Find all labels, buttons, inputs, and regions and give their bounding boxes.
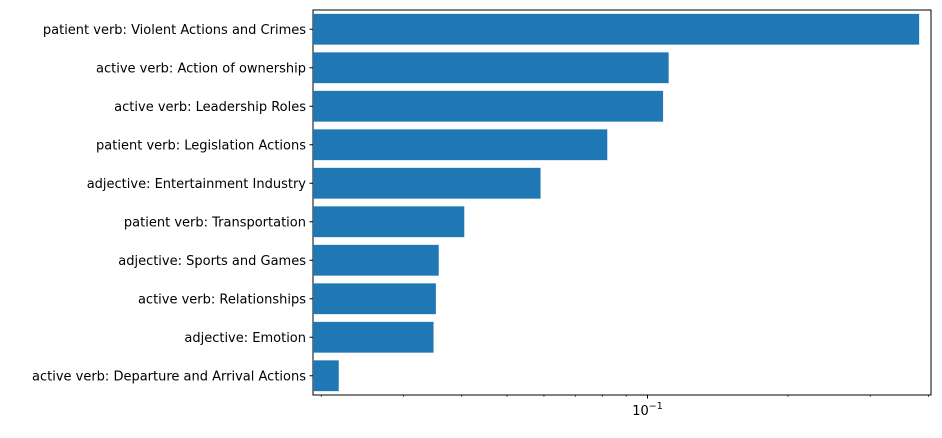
y-tick-label: adjective: Sports and Games	[118, 254, 306, 269]
x-tick-label-exponent: −1	[649, 401, 663, 412]
bar	[313, 360, 339, 392]
y-tick-labels: patient verb: Violent Actions and Crimes…	[32, 23, 306, 385]
y-tick-label: adjective: Entertainment Industry	[87, 177, 307, 192]
y-tick-label: active verb: Leadership Roles	[114, 100, 306, 115]
bar	[313, 206, 465, 238]
bars-layer	[313, 13, 920, 392]
y-tick-label: active verb: Action of ownership	[96, 61, 306, 76]
bar	[313, 321, 434, 353]
y-tick-label: patient verb: Violent Actions and Crimes	[43, 23, 306, 38]
y-tick-label: patient verb: Transportation	[124, 215, 306, 230]
bar	[313, 13, 920, 45]
x-tick-label: 10−1	[632, 401, 663, 419]
x-tick-label-base: 10	[632, 404, 649, 419]
x-ticks: 10−1	[320, 395, 929, 419]
bar	[313, 167, 541, 199]
y-tick-label: active verb: Relationships	[138, 292, 306, 307]
y-tick-label: patient verb: Legislation Actions	[96, 138, 306, 153]
bar	[313, 244, 439, 276]
axes-frame	[312, 9, 932, 396]
y-ticks	[309, 28, 313, 377]
bar	[313, 283, 436, 315]
bar	[313, 90, 664, 122]
bar	[313, 129, 608, 161]
y-tick-label: active verb: Departure and Arrival Actio…	[32, 369, 306, 384]
bar	[313, 52, 669, 84]
y-tick-label: adjective: Emotion	[184, 331, 306, 346]
